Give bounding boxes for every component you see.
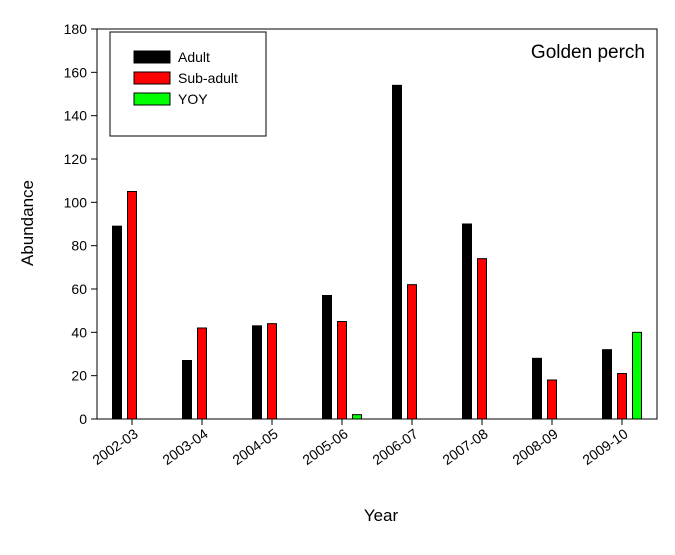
bar-adult-2007-08 <box>463 224 472 419</box>
y-tick-label-100: 100 <box>64 194 88 210</box>
x-axis-title: Year <box>364 506 399 525</box>
x-tick-label-2003-04: 2003-04 <box>159 425 210 468</box>
y-tick-label-40: 40 <box>71 324 87 340</box>
bar-sub-adult-2005-06 <box>338 322 347 420</box>
x-tick-label-2008-09: 2008-09 <box>509 425 560 468</box>
legend-swatch-sub-adult <box>134 72 170 84</box>
y-tick-label-80: 80 <box>71 238 87 254</box>
y-tick-label-20: 20 <box>71 368 87 384</box>
y-tick-label-120: 120 <box>64 151 88 167</box>
bar-sub-adult-2006-07 <box>408 285 417 419</box>
x-tick-label-2004-05: 2004-05 <box>229 425 280 468</box>
bar-adult-2004-05 <box>253 326 262 419</box>
legend-label-sub-adult: Sub-adult <box>178 70 238 86</box>
y-tick-label-180: 180 <box>64 21 88 37</box>
bar-adult-2009-10 <box>603 350 612 419</box>
x-tick-label-2009-10: 2009-10 <box>579 425 630 468</box>
legend-label-adult: Adult <box>178 49 210 65</box>
bar-adult-2002-03 <box>113 226 122 419</box>
legend: Adult Sub-adult YOY <box>110 32 266 136</box>
bar-adult-2006-07 <box>393 85 402 419</box>
bar-adult-2005-06 <box>323 296 332 420</box>
bar-sub-adult-2009-10 <box>618 374 627 420</box>
x-tick-label-2007-08: 2007-08 <box>439 425 490 468</box>
y-axis-title: Abundance <box>18 180 37 266</box>
bar-yoy-2009-10 <box>633 332 642 419</box>
y-tick-label-0: 0 <box>79 411 87 427</box>
bar-sub-adult-2004-05 <box>268 324 277 419</box>
chart-title: Golden perch <box>531 42 645 63</box>
bar-adult-2008-09 <box>533 358 542 419</box>
x-tick-label-2006-07: 2006-07 <box>369 425 420 468</box>
bar-sub-adult-2003-04 <box>198 328 207 419</box>
bar-adult-2003-04 <box>183 361 192 420</box>
legend-label-yoy: YOY <box>178 91 208 107</box>
legend-swatch-yoy <box>134 93 170 105</box>
bar-sub-adult-2007-08 <box>478 259 487 419</box>
y-tick-label-160: 160 <box>64 64 88 80</box>
x-tick-label-2002-03: 2002-03 <box>89 425 140 468</box>
bar-yoy-2005-06 <box>353 415 362 419</box>
legend-swatch-adult <box>134 51 170 63</box>
x-tick-label-2005-06: 2005-06 <box>299 425 350 468</box>
y-tick-label-140: 140 <box>64 108 88 124</box>
bar-sub-adult-2002-03 <box>128 192 137 420</box>
y-tick-label-60: 60 <box>71 281 87 297</box>
bar-sub-adult-2008-09 <box>548 380 557 419</box>
